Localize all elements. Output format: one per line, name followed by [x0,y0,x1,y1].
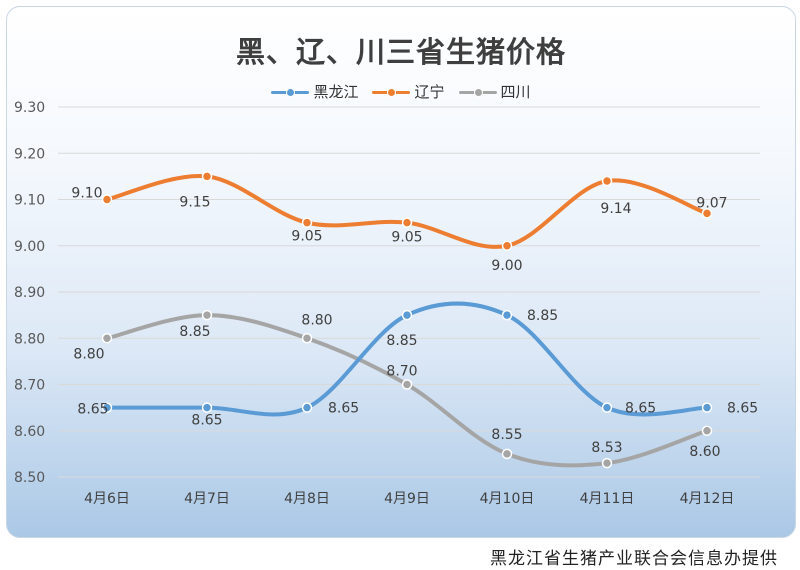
data-point-heilongjiang [401,309,413,321]
chart-title: 黑、辽、川三省生猪价格 [235,35,566,69]
data-label-sichuan: 8.53 [591,440,622,456]
data-label-heilongjiang: 8.65 [191,413,222,429]
data-point-liaoning [701,208,713,219]
y-tick-label: 9.20 [14,146,45,162]
y-tick-label: 8.50 [14,470,45,486]
data-point-sichuan [701,425,713,436]
data-point-sichuan [401,379,413,390]
y-tick-label: 9.00 [14,239,45,255]
legend-swatch-sichuan [458,85,497,99]
legend: 黑龙江 辽宁 四川 [7,81,795,102]
data-label-liaoning: 9.15 [179,194,210,210]
data-point-sichuan [601,457,613,469]
x-tick-label: 4月11日 [580,491,635,507]
y-tick-label: 8.60 [14,424,45,440]
data-point-sichuan [501,448,513,460]
data-label-liaoning: 9.00 [491,258,522,274]
data-label-heilongjiang: 8.65 [328,401,359,417]
data-label-heilongjiang: 8.65 [625,401,656,417]
data-point-heilongjiang [501,309,513,321]
data-label-sichuan: 8.85 [179,324,210,340]
data-label-sichuan: 8.60 [689,444,720,460]
data-label-heilongjiang: 8.85 [527,308,558,324]
data-point-heilongjiang [101,402,113,413]
data-label-heilongjiang: 8.65 [77,402,108,418]
legend-item-sichuan: 四川 [458,81,531,102]
data-label-sichuan: 8.70 [386,364,417,380]
data-point-liaoning [201,171,213,182]
data-point-liaoning [101,194,113,205]
x-tick-label: 4月7日 [184,491,230,507]
x-tick-label: 4月8日 [284,491,330,507]
data-point-liaoning [401,217,413,228]
y-tick-label: 8.80 [14,331,45,347]
data-label-liaoning: 9.14 [600,201,631,217]
x-tick-label: 4月10日 [480,491,535,507]
data-label-liaoning: 9.10 [71,186,102,202]
data-label-heilongjiang: 8.85 [386,333,417,349]
legend-swatch-liaoning [372,85,411,99]
chart-panel: 黑、辽、川三省生猪价格 黑龙江 辽宁 四川 [6,6,796,538]
legend-label-liaoning: 辽宁 [414,83,445,101]
data-point-heilongjiang [201,402,213,413]
y-tick-label: 8.70 [14,378,45,394]
x-tick-label: 4月9日 [384,491,430,507]
y-tick-label: 8.90 [14,285,45,301]
data-point-heilongjiang [701,402,713,413]
footer-credit: 黑龙江省生猪产业联合会信息办提供 [490,549,778,569]
x-tick-label: 4月12日 [680,491,735,507]
legend-swatch-heilongjiang [271,85,310,99]
legend-item-heilongjiang: 黑龙江 [271,81,358,102]
data-label-liaoning: 9.05 [391,230,422,246]
data-point-heilongjiang [301,402,313,413]
legend-label-sichuan: 四川 [500,83,531,101]
data-label-liaoning: 9.05 [291,229,322,245]
data-point-sichuan [101,333,113,344]
data-label-liaoning: 9.07 [696,195,727,211]
data-label-heilongjiang: 8.65 [727,401,758,417]
y-tick-label: 9.10 [14,193,45,209]
data-point-liaoning [301,217,313,228]
legend-item-liaoning: 辽宁 [372,81,445,102]
x-tick-label: 4月6日 [84,491,130,507]
data-point-liaoning [501,240,513,251]
data-label-sichuan: 8.80 [301,312,332,328]
data-point-sichuan [201,309,213,321]
data-label-sichuan: 8.55 [491,427,522,443]
data-point-heilongjiang [601,402,613,413]
y-tick-label: 9.30 [14,100,45,116]
data-point-sichuan [301,333,313,344]
legend-label-heilongjiang: 黑龙江 [313,83,359,101]
data-point-liaoning [601,175,613,187]
data-label-sichuan: 8.80 [73,346,104,362]
